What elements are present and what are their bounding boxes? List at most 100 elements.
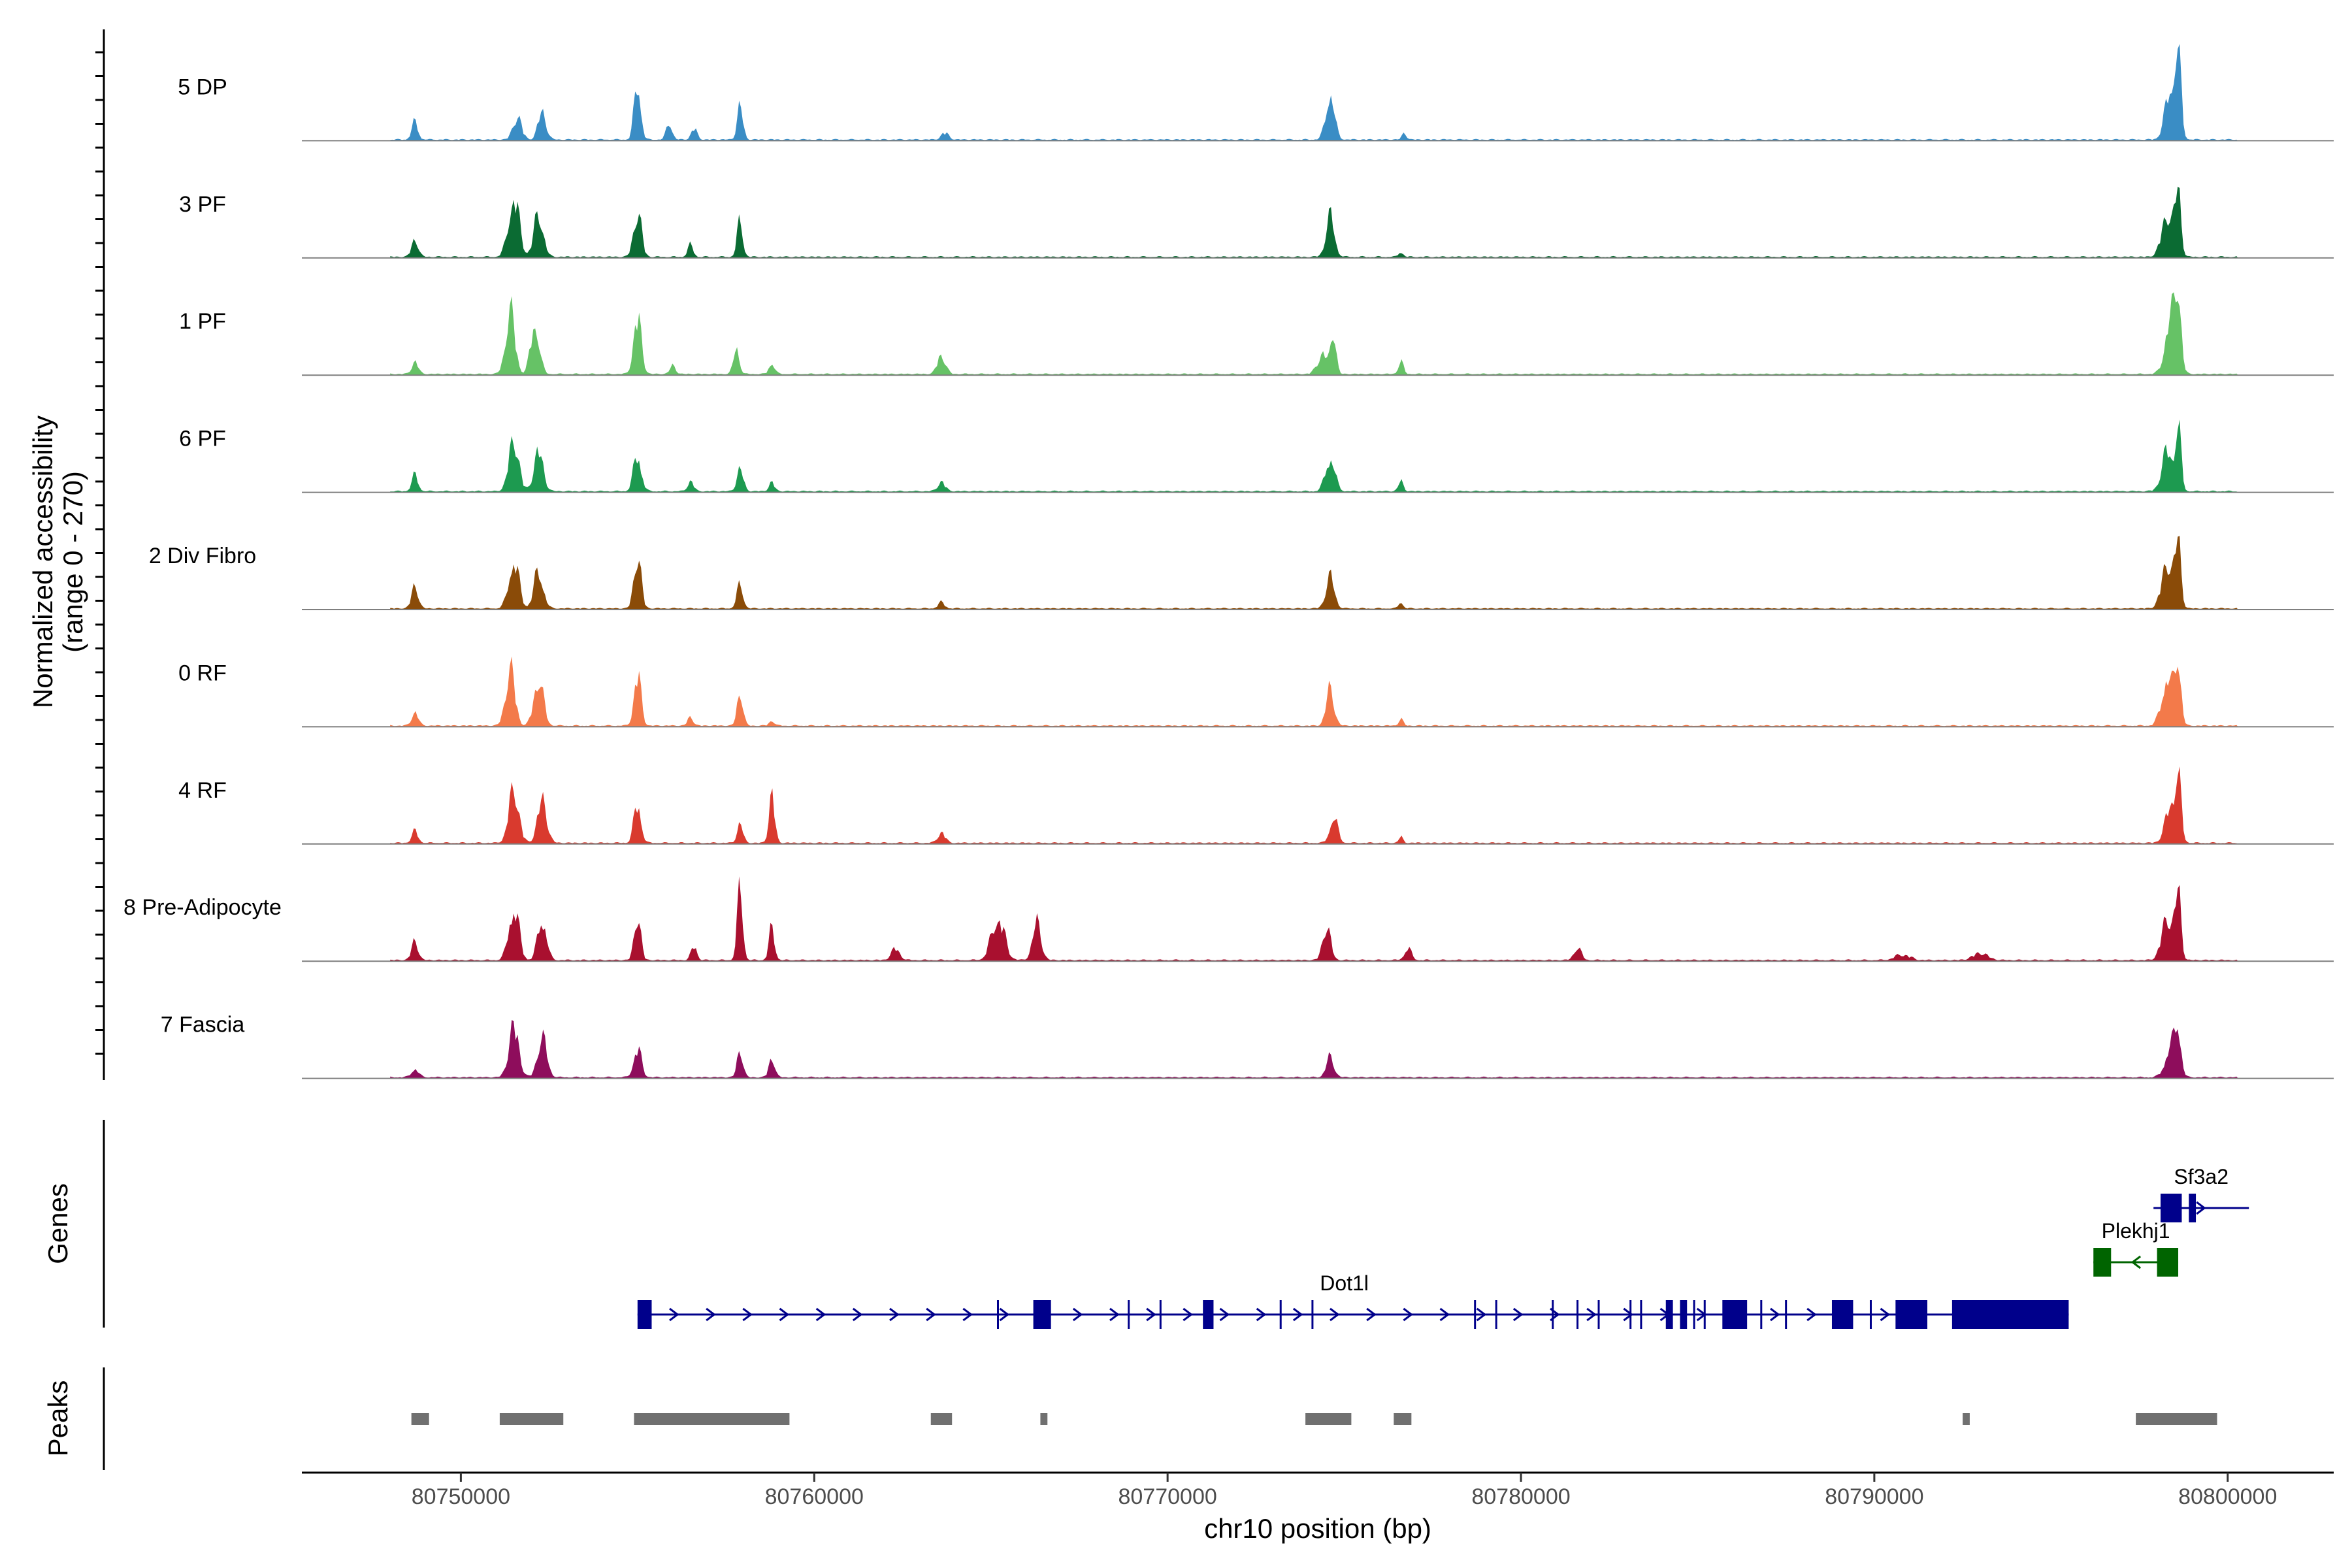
strand-arrow (962, 1307, 973, 1322)
gene-exon (1203, 1300, 1214, 1329)
peak-region-track (411, 1413, 2217, 1425)
coverage-area (390, 766, 2239, 844)
coverage-area (390, 876, 2239, 962)
gene-annotation-track: Dot1l Plekhj1 Sf3a2 (637, 1165, 2249, 1329)
peaks-panel-label: Peaks (42, 1380, 73, 1457)
track-2-div-fibro: 2 Div Fibro (149, 536, 2334, 610)
track-label: 0 RF (178, 661, 227, 685)
coverage-area (390, 1020, 2239, 1079)
strand-arrow (1330, 1307, 1340, 1322)
strand-arrow (1770, 1307, 1780, 1322)
track-label: 5 DP (178, 74, 227, 99)
peak-region (1394, 1413, 1412, 1425)
x-tick-label: 80800000 (2178, 1484, 2277, 1509)
strand-arrow (1586, 1307, 1597, 1322)
strand-arrow (742, 1307, 753, 1322)
peak-region (634, 1413, 790, 1425)
track-6-pf: 6 PF (179, 419, 2334, 493)
peak-region (1040, 1413, 1048, 1425)
track-1-pf: 1 PF (179, 292, 2334, 376)
gene-plekhj1: Plekhj1 (2093, 1219, 2179, 1277)
genes-panel-label: Genes (42, 1183, 73, 1264)
coverage-area (390, 44, 2239, 141)
strand-arrow (1366, 1307, 1377, 1322)
x-tick-label: 80780000 (1471, 1484, 1570, 1509)
gene-sf3a2: Sf3a2 (2153, 1165, 2249, 1222)
x-axis-title: chr10 position (bp) (1204, 1513, 1431, 1544)
coverage-area (390, 419, 2239, 493)
strand-arrow (669, 1307, 679, 1322)
strand-arrow (1439, 1307, 1450, 1322)
track-label: 6 PF (179, 427, 226, 451)
coverage-area (390, 536, 2239, 610)
track-0-rf: 0 RF (178, 656, 2334, 728)
gene-exon (2189, 1194, 2197, 1222)
strand-arrow (1623, 1307, 1633, 1322)
track-4-rf: 4 RF (178, 766, 2334, 845)
gene-exon (1033, 1300, 1051, 1329)
coverage-area (390, 186, 2239, 258)
track-7-fascia: 7 Fascia (161, 1013, 2334, 1079)
y-axis-range: (range 0 - 270) (57, 471, 88, 653)
gene-exon (1722, 1300, 1748, 1329)
strand-arrow (779, 1307, 789, 1322)
track-label: 1 PF (179, 309, 226, 334)
gene-exon (1895, 1300, 1927, 1329)
gene-exon (2157, 1248, 2179, 1277)
strand-arrow (1072, 1307, 1083, 1322)
strand-arrow (1292, 1307, 1303, 1322)
strand-arrow (706, 1307, 716, 1322)
strand-arrow (852, 1307, 863, 1322)
gene-label: Sf3a2 (2174, 1165, 2229, 1188)
track-label: 8 Pre-Adipocyte (123, 895, 282, 920)
x-tick-label: 80760000 (765, 1484, 864, 1509)
peak-region (2136, 1413, 2217, 1425)
y-axis-title: Normalized accessibility (27, 416, 58, 708)
peak-region (1305, 1413, 1352, 1425)
gene-exon (1665, 1300, 1673, 1329)
track-label: 3 PF (179, 192, 226, 217)
strand-arrow (2196, 1201, 2206, 1215)
peak-region (1963, 1413, 1970, 1425)
gene-label: Dot1l (1320, 1271, 1369, 1295)
strand-arrow (815, 1307, 826, 1322)
y-axis-ticks (95, 51, 104, 1055)
gene-exon (637, 1300, 652, 1329)
track-3-pf: 3 PF (179, 186, 2334, 259)
strand-arrow (1403, 1307, 1413, 1322)
gene-exon (2093, 1248, 2112, 1277)
gene-exon (2160, 1194, 2182, 1222)
x-tick-label: 80750000 (412, 1484, 510, 1509)
gene-exon (1831, 1300, 1854, 1329)
strand-arrow (926, 1307, 936, 1322)
track-5-dp: 5 DP (178, 44, 2334, 142)
strand-arrow (1512, 1307, 1524, 1322)
strand-arrow (1476, 1307, 1487, 1322)
peak-region (411, 1413, 429, 1425)
coverage-tracks: 5 DP 3 PF 1 PF 6 PF 2 Div Fibro 0 RF 4 RF 8 Pre… (123, 44, 2334, 1079)
strand-arrow (889, 1307, 900, 1322)
coverage-area (390, 292, 2239, 376)
strand-arrow (1880, 1307, 1891, 1322)
strand-arrow (999, 1307, 1009, 1322)
peak-region (499, 1413, 564, 1425)
x-tick-label: 80770000 (1118, 1484, 1217, 1509)
track-8-pre-adipocyte: 8 Pre-Adipocyte (123, 876, 2334, 962)
track-label: 4 RF (178, 778, 227, 803)
track-label: 2 Div Fibro (149, 544, 256, 568)
strand-arrow (1256, 1307, 1267, 1322)
x-tick-label: 80790000 (1825, 1484, 1923, 1509)
strand-arrow (2131, 1255, 2142, 1269)
gene-dot1l: Dot1l (637, 1271, 2069, 1329)
x-axis-ticks: 80750000 80760000 80770000 80780000 80790000… (412, 1473, 2277, 1509)
strand-arrow (1109, 1307, 1120, 1322)
strand-arrow (1146, 1307, 1156, 1322)
track-label: 7 Fascia (161, 1013, 245, 1037)
peak-region (930, 1413, 953, 1425)
strand-arrow (1219, 1307, 1230, 1322)
strand-arrow (1806, 1307, 1817, 1322)
coverage-area (390, 656, 2239, 727)
strand-arrow (1183, 1307, 1193, 1322)
gene-label: Plekhj1 (2102, 1219, 2170, 1243)
